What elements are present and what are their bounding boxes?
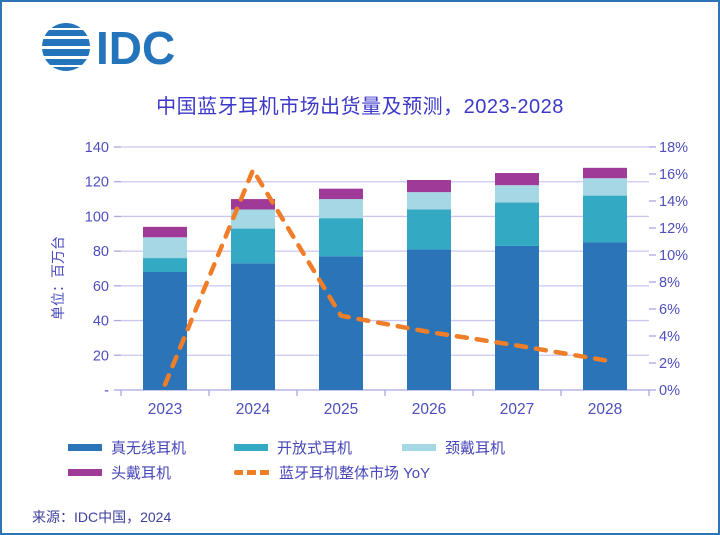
idc-logo-text: IDC: [96, 22, 175, 74]
bar-segment: [407, 209, 451, 250]
bar-segment: [407, 192, 451, 210]
neckband-swatch-icon: [402, 444, 436, 451]
bar-segment: [319, 256, 363, 390]
legend-row: 头戴耳机 蓝牙耳机整体市场 YoY: [68, 460, 648, 485]
bar-segment: [231, 209, 275, 229]
y-axis-tick-label: -: [104, 383, 109, 399]
legend-item-yoy: 蓝牙耳机整体市场 YoY: [234, 462, 430, 483]
y2-axis-tick-label: 4%: [659, 329, 680, 345]
chart-legend: 真无线耳机 开放式耳机 颈戴耳机 头戴耳机 蓝牙耳机整体市场 YoY: [68, 435, 648, 485]
bar-segment: [583, 178, 627, 196]
y2-axis-tick-label: 6%: [659, 302, 680, 318]
bar-segment: [319, 199, 363, 219]
y-axis-tick-label: 100: [85, 209, 109, 225]
legend-label: 头戴耳机: [111, 465, 172, 482]
y-axis-tick-label: 20: [93, 348, 109, 364]
bar-segment: [143, 258, 187, 272]
y-axis-tick-label: 140: [85, 140, 109, 156]
bar-segment: [407, 249, 451, 390]
idc-logo: IDC: [38, 16, 208, 78]
x-axis-category-label: 2023: [148, 401, 182, 418]
bar-segment: [495, 173, 539, 186]
bar-segment: [407, 179, 451, 193]
y2-axis-tick-label: 8%: [659, 275, 680, 291]
y2-axis-tick-label: 0%: [659, 383, 680, 399]
legend-label: 颈戴耳机: [445, 440, 506, 457]
legend-label: 开放式耳机: [277, 440, 353, 457]
bar-segment: [231, 199, 275, 210]
legend-item-neckband: 颈戴耳机: [402, 437, 505, 458]
y-axis-tick-label: 80: [93, 244, 109, 260]
y2-axis-tick-label: 2%: [659, 356, 680, 372]
legend-item-open: 开放式耳机: [234, 437, 402, 458]
bar-segment: [319, 188, 363, 200]
idc-logo-graphic: IDC: [42, 22, 175, 74]
chart-title: 中国蓝牙耳机市场出货量及预测，2023-2028: [156, 96, 564, 118]
idc-globe-icon: [42, 23, 90, 71]
x-axis-category-label: 2024: [236, 401, 271, 418]
bar-segment: [495, 202, 539, 246]
y-axis-tick-label: 120: [85, 175, 109, 191]
x-axis-category-label: 2026: [412, 401, 446, 418]
bar-segment: [231, 228, 275, 264]
bar-segment: [319, 218, 363, 257]
open-style-swatch-icon: [234, 444, 268, 451]
y2-axis-tick-label: 16%: [659, 167, 688, 183]
bar-segment: [231, 263, 275, 390]
y2-axis-tick-label: 18%: [659, 140, 688, 156]
y2-axis-tick-label: 14%: [659, 194, 688, 210]
x-axis-category-label: 2028: [588, 401, 622, 418]
y2-axis-tick-label: 12%: [659, 221, 688, 237]
legend-item-headband: 头戴耳机: [68, 462, 234, 483]
tws-swatch-icon: [68, 444, 102, 451]
x-axis-category-label: 2027: [500, 401, 534, 418]
yoy-line: [162, 167, 608, 387]
bar-segment: [495, 185, 539, 203]
bar-segment: [143, 271, 187, 390]
legend-item-tws: 真无线耳机: [68, 437, 234, 458]
bar-segment: [143, 226, 187, 238]
legend-label: 蓝牙耳机整体市场 YoY: [279, 465, 431, 482]
source-note: 来源：IDC中国，2024: [32, 509, 172, 525]
bar-segment: [143, 237, 187, 259]
x-axis-category-label: 2025: [324, 401, 358, 418]
bar-segment: [495, 245, 539, 390]
bar-segment: [583, 167, 627, 179]
legend-label: 真无线耳机: [111, 440, 187, 457]
bar-segment: [583, 242, 627, 390]
legend-row: 真无线耳机 开放式耳机 颈戴耳机: [68, 435, 648, 460]
y2-axis-tick-label: 10%: [659, 248, 688, 264]
bar-segment: [583, 195, 627, 243]
y-axis-tick-label: 40: [93, 314, 109, 330]
yoy-dashed-line-icon: [234, 470, 270, 475]
headband-swatch-icon: [68, 469, 102, 476]
y-axis-tick-label: 60: [93, 279, 109, 295]
